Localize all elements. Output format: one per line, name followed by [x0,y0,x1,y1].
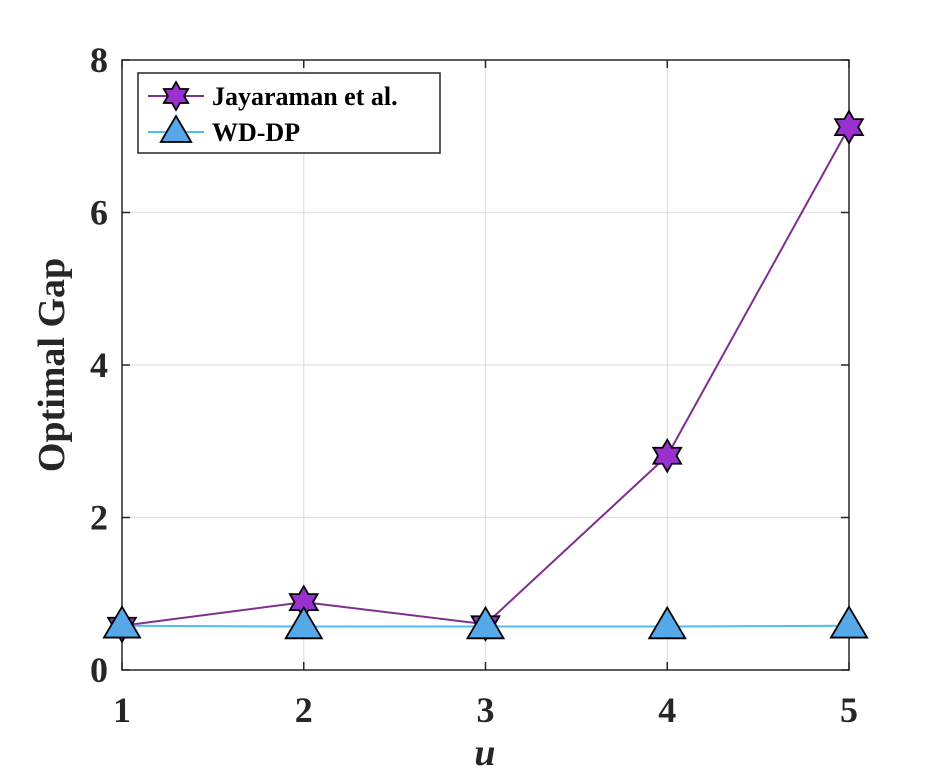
legend-marker [159,114,193,143]
x-tick-label: 5 [840,690,858,730]
legend: Jayaraman et al. WD-DP [137,72,441,154]
legend-marker [162,80,190,112]
y-tick-label: 2 [90,498,108,538]
series-layer [102,109,869,644]
data-point [284,605,324,640]
legend-label: Jayaraman et al. [212,82,398,111]
x-tick-label: 1 [113,690,131,730]
x-tick-label: 2 [295,690,313,730]
y-tick-label: 6 [90,193,108,233]
x-axis-label: u [474,732,495,774]
data-point [833,109,865,145]
y-tick-label: 8 [90,40,108,80]
x-tick-label: 4 [658,690,676,730]
x-tick-label: 3 [477,690,495,730]
y-axis-label: Optimal Gap [31,258,73,472]
tick-labels: 1 2 3 4 5 0 2 4 6 8 [90,40,858,730]
axes [121,59,850,671]
legend-label: WD-DP [212,118,300,147]
data-point [102,604,142,639]
data-point [647,605,687,640]
data-point [651,437,683,474]
grid [122,60,849,670]
y-tick-label: 0 [90,650,108,690]
y-tick-label: 4 [90,345,108,385]
data-point [829,604,869,639]
data-point [465,605,506,640]
series-wd-dp [102,604,869,640]
